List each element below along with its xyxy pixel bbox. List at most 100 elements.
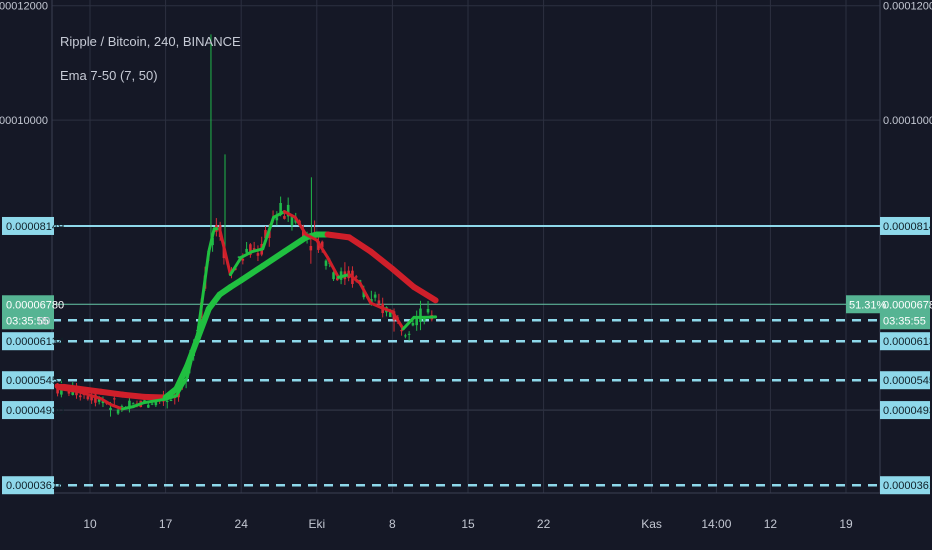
ema-fast-segment <box>207 227 216 254</box>
candle-body <box>120 406 124 408</box>
price-change-tag <box>846 295 880 314</box>
candle-body <box>252 248 256 250</box>
level-tag-left-label: 0.00004930 <box>6 405 64 417</box>
candle-body <box>128 400 131 409</box>
level-tag-left <box>2 476 54 495</box>
level-tag-right-label: 0.00003616 <box>883 480 932 492</box>
candle-body <box>131 403 135 405</box>
price-change-label: 51.31% <box>849 299 887 311</box>
x-tick-label: 10 <box>83 517 97 531</box>
candle-body <box>422 319 426 321</box>
ema-fast-segment <box>369 301 384 310</box>
candle-body <box>177 393 180 398</box>
level-tag-right-label: 03:35:55 <box>883 315 926 327</box>
y-tick-label-right: 0.00012000 <box>883 1 932 13</box>
candle-body <box>113 398 116 400</box>
ema-fast-segment <box>326 255 340 279</box>
level-tag-left <box>2 311 54 330</box>
ema-slow-segment <box>367 248 396 272</box>
candle-body <box>150 403 154 405</box>
ema-slow-segment <box>97 388 126 398</box>
candle-body <box>377 300 381 304</box>
candle-body <box>411 323 415 326</box>
candle-body <box>400 330 403 332</box>
x-tick-label: 12 <box>764 517 778 531</box>
ema-slow-segment <box>238 262 266 284</box>
y-tick-label-left: 0.00010000 <box>0 115 48 127</box>
candle-body <box>245 248 248 253</box>
level-tag-right <box>880 295 930 314</box>
candle-body <box>309 245 313 251</box>
level-tag-right <box>880 401 930 420</box>
candle-body <box>97 398 101 402</box>
ema-slow-segment <box>141 393 169 401</box>
ema-fast-segment <box>196 250 211 334</box>
ema-fast-segment <box>239 250 254 259</box>
ema-slow-segment <box>259 248 288 269</box>
x-tick-label: 24 <box>235 517 249 531</box>
candle-body <box>324 260 328 266</box>
ema-fast-segment <box>261 215 276 251</box>
candle-body <box>336 277 339 281</box>
candle-body <box>290 216 294 226</box>
symbol-title[interactable]: Ripple / Bitcoin, 240, BINANCE <box>60 34 241 49</box>
candle-body <box>165 400 169 403</box>
ema-slow-segment <box>281 234 309 255</box>
x-tick-label: 17 <box>159 517 173 531</box>
level-tag-left-label: 03:35:55 <box>6 315 49 327</box>
level-tag-right-label: 0.00006780 <box>883 299 932 311</box>
candle-body <box>419 308 422 322</box>
level-tag-left-label: 0.00008149 <box>6 221 64 233</box>
level-tag-left <box>2 216 54 235</box>
candle-body <box>320 241 324 248</box>
level-tag-left-label: 0.00006780 <box>6 299 64 311</box>
ema-slow-segment <box>411 284 439 304</box>
timer-partial-label: 00 <box>38 315 50 327</box>
ema-fast-segment <box>110 403 124 411</box>
candle-body <box>56 387 59 394</box>
candle-body <box>415 316 418 326</box>
candle-body <box>86 396 90 400</box>
x-tick-label: Eki <box>308 517 325 531</box>
candle-body <box>237 256 241 258</box>
candle-body <box>147 404 150 408</box>
candle-body <box>116 409 120 414</box>
candle-body <box>362 290 366 298</box>
y-tick-label-left: 0.00012000 <box>0 1 48 13</box>
ema-slow-segment <box>195 305 212 341</box>
ema-fast-segment <box>174 375 189 398</box>
ema-slow-segment <box>76 385 104 395</box>
candle-body <box>78 395 82 398</box>
candle-body <box>169 400 173 402</box>
y-tick-label-right: 0.00010000 <box>883 115 932 127</box>
ema-fast-segment <box>228 255 243 277</box>
ema-slow-segment <box>324 231 353 241</box>
candle-body <box>404 335 407 337</box>
x-tick-label: 8 <box>389 517 396 531</box>
ema-fast-segment <box>293 215 308 236</box>
ema-fast-segment <box>56 386 81 394</box>
ema-fast-segment <box>423 315 438 319</box>
level-tag-left-label: 0.00003616 <box>6 480 64 492</box>
level-tag-left <box>2 295 54 314</box>
level-tag-left <box>2 332 54 351</box>
level-tag-right <box>880 371 930 390</box>
level-tag-right-label: 0.00006134 <box>883 336 932 348</box>
candle-body <box>275 217 279 221</box>
ema-slow-segment <box>389 265 417 291</box>
ema-slow-segment <box>173 363 191 392</box>
candle-body <box>101 401 105 404</box>
indicator-label[interactable]: Ema 7-50 (7, 50) <box>60 68 158 83</box>
level-tag-right <box>880 311 930 330</box>
level-tag-right <box>880 476 930 495</box>
x-tick-label: 22 <box>537 517 551 531</box>
ema-fast-segment <box>185 330 200 379</box>
ema-fast-segment <box>336 273 351 279</box>
x-tick-label: 19 <box>839 517 853 531</box>
level-tag-right-label: 0.00005452 <box>883 375 932 387</box>
level-tag-left-label: 0.00006134 <box>6 336 64 348</box>
x-tick-label: Kas <box>641 517 662 531</box>
candle-body <box>388 310 392 318</box>
